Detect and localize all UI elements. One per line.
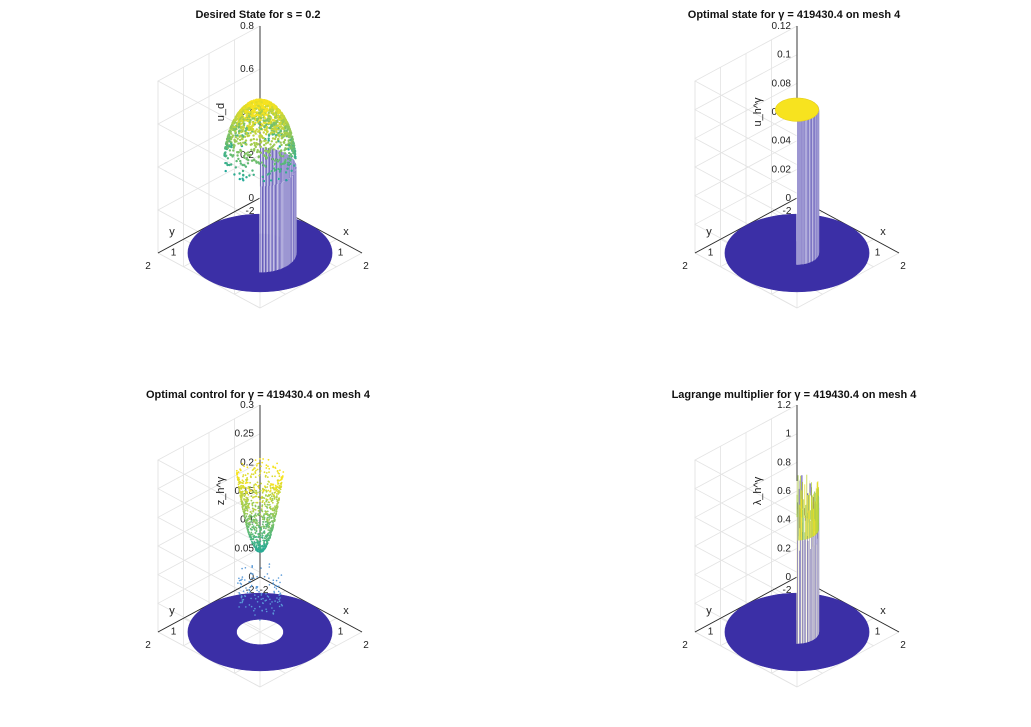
x-tick-label: 2	[363, 261, 369, 272]
z-tick-label: 0.4	[777, 515, 791, 526]
z-axis-label: u_h^γ	[752, 97, 764, 127]
chart-title: Optimal control for γ = 419430.4 on mesh…	[146, 389, 371, 401]
z-tick-label: 0.1	[777, 50, 791, 61]
z-tick-label: 0.05	[235, 543, 255, 554]
x-axis-label: x	[343, 605, 349, 617]
cylinder-top	[775, 97, 819, 122]
y-tick-label: -2	[783, 206, 792, 217]
z-tick-label: 0.3	[240, 400, 254, 411]
chart-title: Desired State for s = 0.2	[195, 9, 320, 21]
subplot-1: 00.20.40.60.8-2-1012-2-1012xyu_dDesired …	[145, 9, 369, 309]
y-tick-label: 2	[145, 640, 151, 651]
y-tick-label: -2	[783, 585, 792, 596]
z-tick-label: 1.2	[777, 400, 791, 411]
wall-lines	[796, 98, 820, 265]
y-tick-label: 2	[682, 640, 688, 651]
subplot-3: 00.050.10.150.20.250.3-2-1012-2-1012xyz_…	[145, 389, 371, 688]
z-tick-label: 0.6	[777, 486, 791, 497]
x-tick-label: 1	[875, 626, 881, 637]
chart-title: Lagrange multiplier for γ = 419430.4 on …	[672, 389, 918, 401]
y-axis-label: y	[169, 605, 175, 617]
z-tick-label: 1	[785, 429, 791, 440]
z-tick-label: 0	[785, 572, 791, 583]
y-axis-label: y	[706, 605, 712, 617]
z-tick-label: 0.8	[777, 457, 791, 468]
wall-lines	[259, 147, 297, 273]
z-tick-label: 0.04	[772, 136, 792, 147]
subplot-4: 00.20.40.60.811.2-2-1012-2-1012xyλ_h^γLa…	[672, 389, 918, 688]
x-axis-label: x	[343, 226, 349, 238]
base-annulus	[187, 592, 333, 672]
surface	[187, 458, 333, 672]
z-tick-label: 0.08	[772, 78, 792, 89]
surface	[187, 98, 333, 293]
dome-cap	[223, 98, 297, 183]
x-axis-label: x	[880, 605, 886, 617]
z-tick-label: 0	[785, 193, 791, 204]
x-tick-label: 1	[338, 247, 344, 258]
x-tick-label: 2	[900, 640, 906, 651]
z-axis-label: u_d	[215, 103, 227, 121]
z-tick-label: 0.2	[240, 457, 254, 468]
z-tick-label: 0.2	[777, 543, 791, 554]
bowl-points	[235, 458, 285, 621]
surface	[724, 97, 870, 293]
z-tick-label: 0.6	[240, 64, 254, 75]
chart-title: Optimal state for γ = 419430.4 on mesh 4	[688, 9, 901, 21]
y-tick-label: 1	[708, 247, 714, 258]
subplot-2: 00.020.040.060.080.10.12-2-1012-2-1012xy…	[682, 9, 906, 309]
y-axis-label: y	[169, 226, 175, 238]
x-tick-label: 2	[900, 261, 906, 272]
y-tick-label: 2	[145, 261, 151, 272]
surface	[724, 474, 870, 672]
y-tick-label: 2	[682, 261, 688, 272]
z-axis-label: λ_h^γ	[752, 476, 764, 505]
x-tick-label: -2	[260, 585, 269, 596]
x-axis-label: x	[880, 226, 886, 238]
y-tick-label: 1	[171, 247, 177, 258]
x-tick-label: 1	[338, 626, 344, 637]
z-axis-label: z_h^γ	[215, 476, 227, 505]
y-tick-label: 1	[171, 626, 177, 637]
y-tick-label: -2	[246, 206, 255, 217]
y-tick-label: 1	[708, 626, 714, 637]
z-tick-label: 0.15	[235, 486, 255, 497]
x-tick-label: 1	[875, 247, 881, 258]
y-axis-label: y	[706, 226, 712, 238]
z-tick-label: 0.12	[772, 21, 792, 32]
z-tick-label: 0.02	[772, 164, 792, 175]
x-tick-label: 2	[363, 640, 369, 651]
z-tick-label: 0	[248, 193, 254, 204]
z-tick-label: 0.8	[240, 21, 254, 32]
z-tick-label: 0.25	[235, 429, 255, 440]
spiky-top	[796, 474, 819, 541]
